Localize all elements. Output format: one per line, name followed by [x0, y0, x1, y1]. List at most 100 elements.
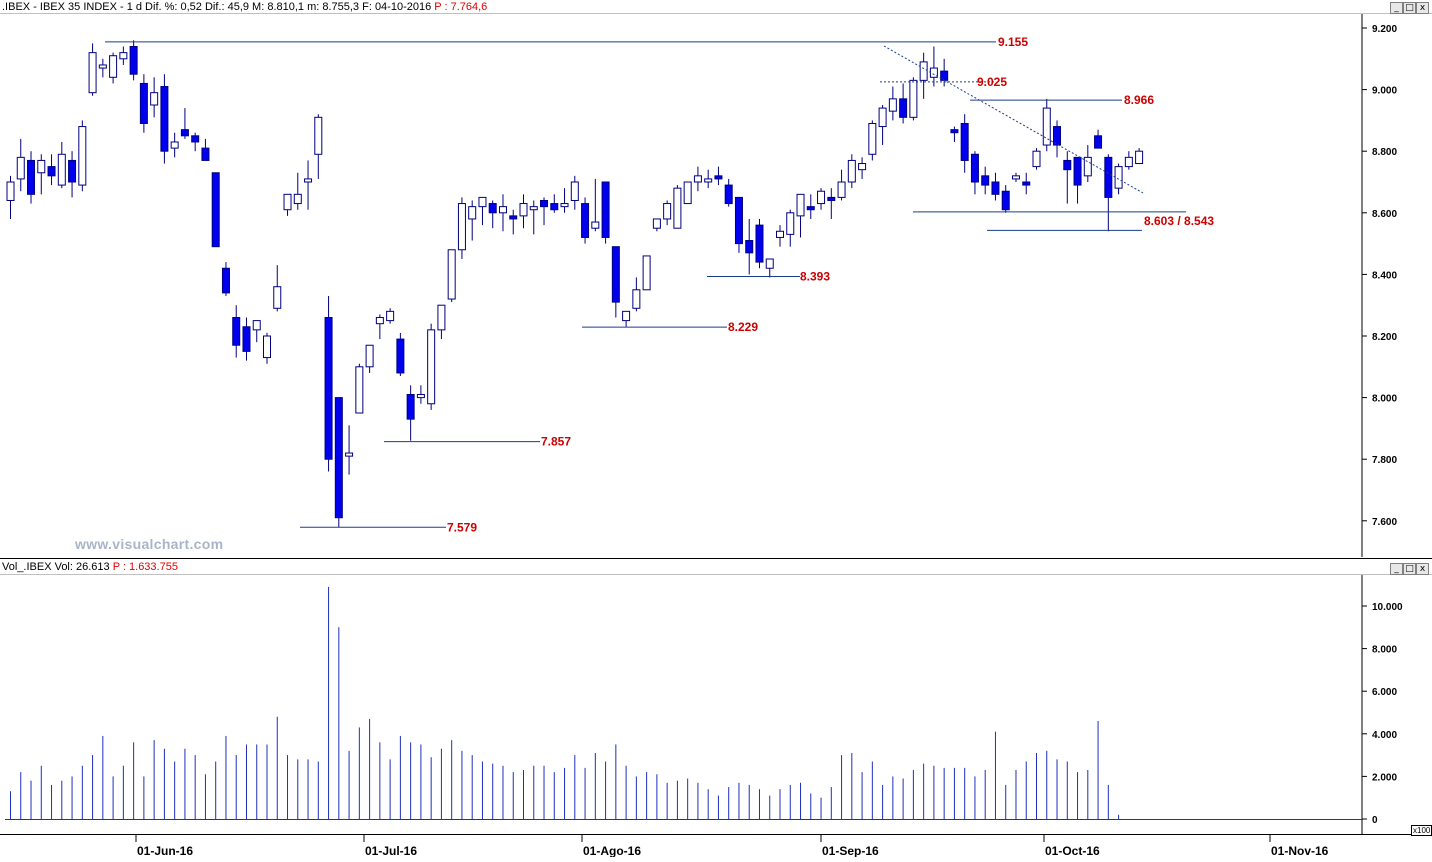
candle-up	[437, 304, 446, 331]
level-label: 8.393	[800, 270, 830, 284]
candle-up	[909, 79, 918, 118]
candle-down	[68, 159, 77, 183]
volume-tick-label: 4.000	[1372, 730, 1397, 741]
candle-down	[1104, 156, 1113, 198]
candle-down	[970, 153, 979, 183]
restore-icon[interactable]: □	[1403, 2, 1416, 14]
time-tick-label: 01-Ago-16	[583, 844, 641, 857]
candle-down	[47, 166, 56, 177]
price-tick-label: 8.600	[1372, 209, 1397, 220]
candle-up	[37, 159, 46, 174]
candle-down	[827, 196, 836, 201]
candle-down	[550, 203, 559, 211]
candle-up	[345, 452, 354, 457]
candle-up	[776, 230, 784, 238]
candle-up	[837, 181, 846, 198]
candle-up	[765, 258, 774, 269]
downtrend-line	[883, 45, 1144, 194]
candle-down	[806, 206, 815, 211]
candle-up	[704, 178, 713, 183]
candle-down	[509, 215, 518, 220]
time-tick-label: 01-Sep-16	[822, 844, 879, 857]
candle-down	[581, 203, 590, 238]
candle-down	[540, 199, 549, 208]
price-tick-label: 8.800	[1372, 147, 1397, 158]
candle-up	[150, 92, 159, 106]
candle-down	[160, 86, 169, 152]
candle-up	[663, 203, 672, 220]
candle-down	[899, 98, 908, 118]
candle-up	[293, 193, 302, 205]
candle-down	[940, 70, 949, 81]
candle-down	[324, 317, 333, 460]
candle-up	[652, 218, 661, 229]
time-tick-label: 01-Oct-16	[1045, 844, 1100, 857]
candle-up	[591, 221, 600, 229]
candle-down	[211, 172, 220, 248]
candle-up	[119, 52, 128, 60]
volume-tick-label: 6.000	[1372, 687, 1397, 698]
candle-up	[304, 178, 313, 183]
candle-down	[981, 175, 990, 186]
candle-down	[1022, 181, 1031, 186]
candle-up	[622, 310, 631, 322]
volume-close-icon[interactable]: x	[1416, 563, 1429, 575]
price-tick-label: 8.000	[1372, 394, 1397, 405]
candle-up	[375, 317, 384, 325]
candle-up	[1083, 156, 1092, 177]
candle-down	[714, 175, 723, 180]
candle-up	[478, 196, 487, 208]
candle-down	[396, 338, 405, 374]
volume-header: Vol_.IBEX Vol: 26.613 P : 1.633.755	[2, 561, 178, 573]
candle-up	[252, 320, 261, 331]
candle-up	[468, 206, 477, 220]
time-tick-label: 01-Jul-16	[365, 844, 417, 857]
candle-up	[1011, 175, 1020, 180]
candle-up	[98, 64, 107, 69]
close-icon[interactable]: x	[1416, 2, 1429, 14]
volume-tick-label: 8.000	[1372, 645, 1397, 656]
candle-up	[529, 206, 538, 211]
candle-up	[878, 107, 887, 128]
candle-up	[1032, 150, 1041, 168]
candle-up	[570, 181, 579, 201]
candle-down	[601, 181, 610, 238]
time-tick-label: 01-Nov-16	[1271, 844, 1329, 857]
candle-up	[498, 206, 507, 214]
candle-up	[673, 187, 682, 229]
volume-header-value: 1.633.755	[129, 561, 178, 573]
candle-down	[611, 246, 620, 303]
volume-tick-label: 2.000	[1372, 772, 1397, 783]
candle-up	[109, 55, 118, 78]
volume-minimize-icon[interactable]: _	[1390, 563, 1403, 575]
candle-up	[283, 193, 292, 211]
candle-down	[201, 147, 210, 161]
price-tick-label: 7.600	[1372, 517, 1397, 528]
support-resistance-lines: 9.155 9.025 8.966 8.603 / 8.543 8.393 8.229 7.…	[105, 35, 1214, 534]
candle-down	[139, 82, 148, 124]
candle-up	[457, 203, 466, 251]
candle-down	[191, 135, 200, 143]
volume-header-prefix: P :	[112, 561, 130, 573]
candle-up	[1135, 150, 1144, 165]
candle-down	[242, 326, 251, 352]
minimize-icon[interactable]: _	[1390, 2, 1403, 14]
time-tick-label: 01-Jun-16	[137, 844, 193, 857]
candle-up	[632, 289, 641, 309]
price-tick-label: 9.200	[1372, 24, 1397, 35]
candle-up	[88, 52, 97, 94]
candle-down	[1094, 135, 1103, 149]
candle-up	[263, 335, 271, 359]
volume-restore-icon[interactable]: □	[1403, 563, 1416, 575]
price-header: .IBEX - IBEX 35 INDEX - 1 d Dif. %: 0,52…	[2, 1, 487, 13]
level-label: 7.857	[541, 435, 571, 449]
volume-bars	[5, 586, 1362, 820]
frame-layer	[0, 13, 1432, 835]
price-header-title: .IBEX - IBEX 35 INDEX - 1 d Dif. %: 0,52…	[2, 1, 432, 13]
price-header-prefix: P :	[434, 1, 451, 13]
candle-up	[796, 193, 805, 217]
candle-up	[314, 116, 323, 155]
price-header-value: 7.764,6	[450, 1, 488, 13]
